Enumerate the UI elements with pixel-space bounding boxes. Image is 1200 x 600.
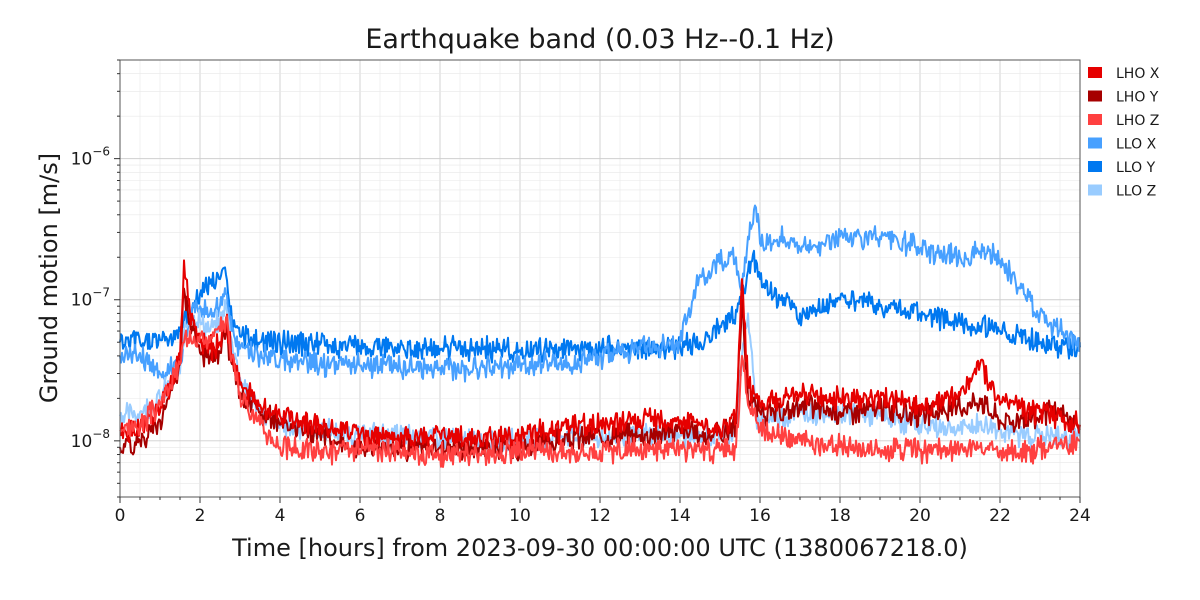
series-line-llo-y xyxy=(119,249,1081,364)
legend-label: LLO Z xyxy=(1116,184,1156,200)
x-tick-label: 8 xyxy=(435,506,446,526)
x-tick-label: 18 xyxy=(829,506,851,526)
x-axis-label: Time [hours] from 2023-09-30 00:00:00 UT… xyxy=(231,534,968,562)
x-tick-label: 14 xyxy=(669,506,691,526)
legend-swatch xyxy=(1088,114,1102,125)
chart-title: Earthquake band (0.03 Hz--0.1 Hz) xyxy=(365,24,834,55)
series-line-lho-y xyxy=(119,287,1081,463)
legend-label: LLO Y xyxy=(1116,160,1156,176)
legend-label: LHO Z xyxy=(1116,113,1159,129)
legend-label: LHO Y xyxy=(1116,90,1159,106)
axes xyxy=(114,59,1081,503)
y-tick-label: 10−8 xyxy=(71,427,110,452)
x-tick-label: 22 xyxy=(989,506,1011,526)
series-line-lho-z xyxy=(119,315,1081,468)
y-tick-exponent: −6 xyxy=(92,145,110,159)
legend-swatch xyxy=(1088,137,1102,149)
series-line-llo-x xyxy=(119,204,1081,383)
legend-label: LHO X xyxy=(1116,66,1160,82)
x-tick-label: 2 xyxy=(195,506,206,526)
y-tick-exponent: −8 xyxy=(92,427,110,441)
legend-swatch xyxy=(1088,67,1102,78)
legend: LHO X LHO Y LHO Z LLO X LLO Y LLO Z xyxy=(1088,66,1160,200)
series-line-lho-x xyxy=(119,259,1081,453)
x-tick-label: 6 xyxy=(355,506,366,526)
legend-swatch xyxy=(1088,90,1102,102)
legend-swatch xyxy=(1088,161,1102,172)
y-tick-base: 10 xyxy=(71,432,93,452)
x-tick-label: 12 xyxy=(589,506,611,526)
series-group xyxy=(119,204,1081,468)
x-tick-label: 10 xyxy=(509,506,531,526)
legend-label: LLO X xyxy=(1116,137,1157,153)
x-tick-label: 16 xyxy=(749,506,771,526)
y-tick-label: 10−6 xyxy=(71,145,110,170)
y-axis-label: Ground motion [m/s] xyxy=(35,153,63,403)
x-tick-label: 0 xyxy=(115,506,126,526)
y-tick-label: 10−7 xyxy=(71,286,110,311)
grid xyxy=(119,59,1081,498)
x-tick-label: 24 xyxy=(1069,506,1091,526)
x-tick-label: 4 xyxy=(275,506,286,526)
legend-swatch xyxy=(1088,184,1102,196)
x-tick-label: 20 xyxy=(909,506,931,526)
y-tick-base: 10 xyxy=(71,291,93,311)
y-tick-exponent: −7 xyxy=(92,286,110,300)
y-tick-base: 10 xyxy=(71,150,93,170)
